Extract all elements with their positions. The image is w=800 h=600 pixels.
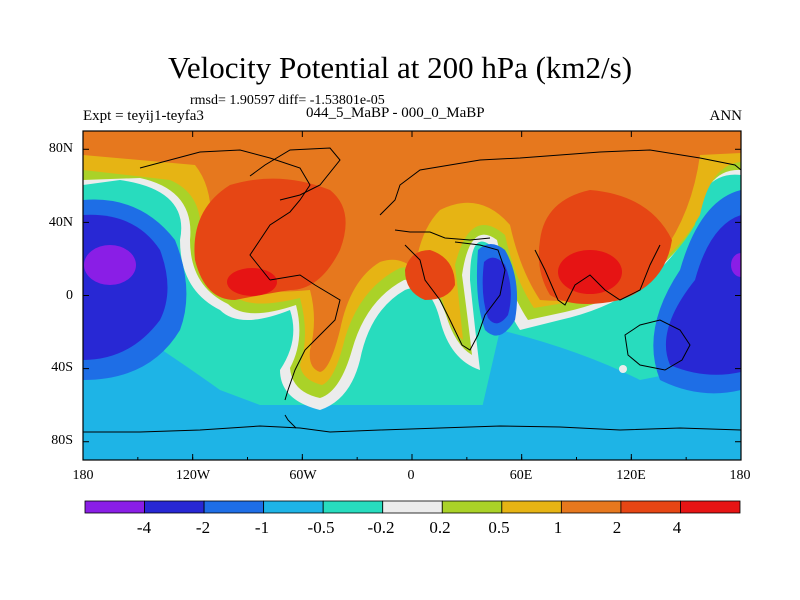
x-tick-label-180w: 180 — [72, 468, 94, 483]
stats-line: rmsd= 1.90597 diff= -1.53801e-05 — [190, 93, 385, 108]
colorbar-label-4: 4 — [672, 518, 682, 537]
pacific-east-level-neg4 — [731, 253, 741, 277]
y-tick-label-40n: 40N — [48, 215, 73, 230]
positive-level-4-atlantic — [405, 250, 455, 300]
positive-level-4-americas — [194, 178, 346, 300]
colorbar-swatch-0 — [84, 500, 145, 514]
colorbar-label-1: 1 — [553, 518, 563, 537]
coastline-europe — [394, 229, 491, 241]
coastline-africa — [404, 241, 506, 351]
indian-ocean-patch — [619, 365, 627, 373]
colorbar-swatch-10 — [680, 500, 741, 514]
colorbar-label-neg4: -4 — [136, 518, 152, 537]
y-tick-label-80n: 80N — [48, 141, 73, 156]
colorbar-swatch-9 — [620, 500, 681, 514]
asia-max-core — [558, 250, 622, 294]
x-tick-label-120w: 120W — [175, 468, 211, 483]
coastline-antarctic-peninsula — [284, 414, 297, 429]
x-tick-label-60w: 60W — [289, 468, 317, 483]
colorbar-swatch-1 — [144, 500, 205, 514]
y-tick-label-40s: 40S — [51, 360, 73, 375]
colorbar-label-neg2: -2 — [195, 518, 211, 537]
colorbar-label-neg05: -0.5 — [307, 518, 335, 537]
colorbar-swatch-4 — [322, 500, 384, 514]
x-tick-label-0: 0 — [407, 468, 415, 483]
coastline-antarctica — [83, 425, 741, 433]
pacific-east-level-neg2 — [665, 215, 741, 375]
colorbar-swatch-5 — [382, 500, 443, 514]
colorbar-label-02: 0.2 — [429, 518, 451, 537]
season-label: ANN — [709, 108, 743, 124]
contour-field — [83, 131, 741, 460]
y-tick-label-80s: 80S — [51, 433, 73, 448]
coastlines — [83, 147, 741, 433]
coastline-greenland — [249, 147, 341, 201]
x-tick-label-60e: 60E — [509, 468, 533, 483]
colorbar-swatch-3 — [263, 500, 324, 514]
chart-title: Velocity Potential at 200 hPa (km2/s) — [167, 50, 633, 85]
x-tick-label-180e: 180 — [729, 468, 751, 483]
coastline-india — [534, 244, 661, 306]
colorbar-label-2: 2 — [612, 518, 622, 537]
coastline-eurasia — [379, 149, 741, 216]
pacific-west-level-neg4 — [84, 245, 136, 285]
coastline-south-america — [269, 274, 341, 401]
y-tick-label-0: 0 — [66, 288, 73, 303]
period-label: 044_5_MaBP - 000_0_MaBP — [306, 105, 485, 121]
colorbar-label-05: 0.5 — [488, 518, 510, 537]
colorbar-swatch-8 — [560, 500, 622, 514]
coastline-australia — [624, 319, 691, 371]
experiment-label: Expt = teyij1-teyfa3 — [83, 108, 204, 124]
colorbar-swatch-7 — [501, 500, 562, 514]
colorbar — [84, 500, 741, 514]
colorbar-label-neg02: -0.2 — [367, 518, 395, 537]
americas-max-core — [227, 268, 277, 296]
colorbar-label-neg1: -1 — [254, 518, 270, 537]
axis-ticks — [82, 131, 742, 460]
colorbar-swatch-6 — [441, 500, 503, 514]
south-indian-level-neg05 — [470, 330, 741, 460]
x-tick-label-120e: 120E — [616, 468, 646, 483]
colorbar-swatch-2 — [203, 500, 265, 514]
